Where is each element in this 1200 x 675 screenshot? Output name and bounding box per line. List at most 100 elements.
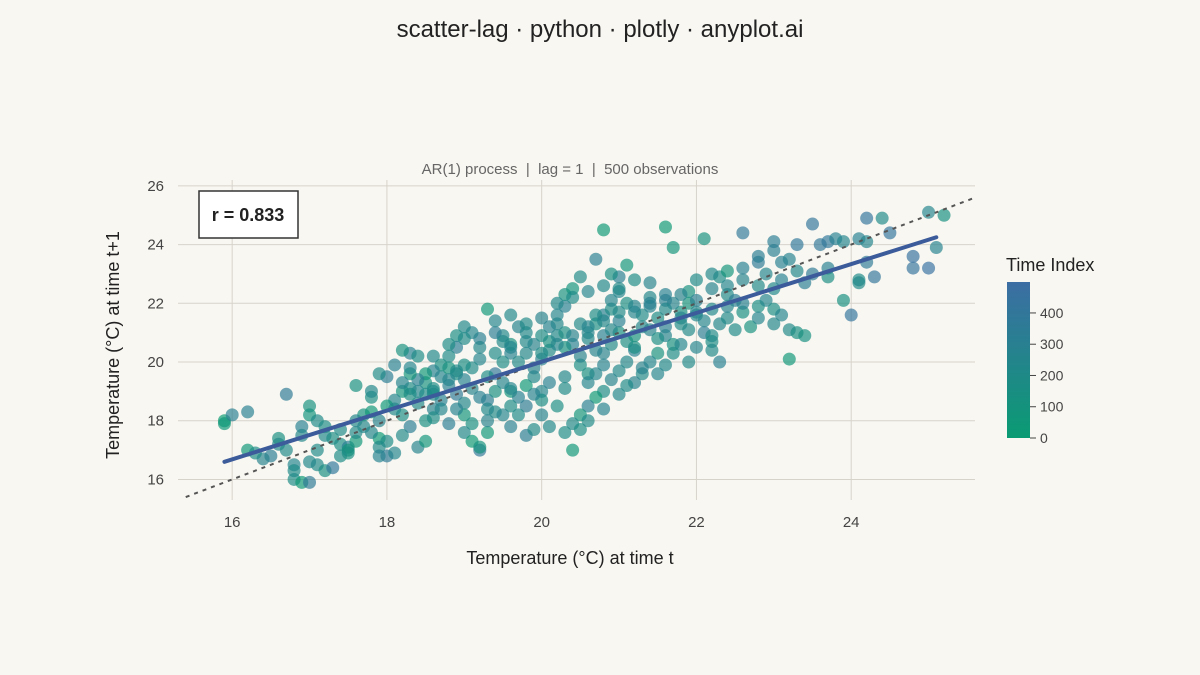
data-point: [860, 211, 874, 225]
data-point: [597, 314, 611, 328]
data-point: [303, 475, 317, 489]
scatter-points: [217, 205, 951, 489]
data-point: [566, 329, 580, 343]
data-point: [558, 381, 572, 395]
data-point: [628, 340, 642, 354]
data-point: [403, 361, 417, 375]
data-point: [395, 376, 409, 390]
data-point: [442, 417, 456, 431]
y-tick-label: 22: [147, 295, 164, 312]
data-point: [573, 349, 587, 363]
data-point: [651, 346, 665, 360]
colorbar-tick-label: 100: [1040, 399, 1064, 415]
y-tick-label: 18: [147, 413, 164, 430]
data-point: [751, 249, 765, 263]
data-point: [728, 323, 742, 337]
data-point: [473, 340, 487, 354]
data-point: [736, 226, 750, 240]
data-point: [457, 425, 471, 439]
data-point: [395, 428, 409, 442]
data-point: [597, 358, 611, 372]
data-point: [775, 308, 789, 322]
data-point: [364, 384, 378, 398]
data-point: [550, 296, 564, 310]
data-point: [767, 317, 781, 331]
data-point: [937, 208, 951, 222]
data-point: [759, 267, 773, 281]
data-point: [620, 379, 634, 393]
data-point: [689, 340, 703, 354]
data-point: [790, 264, 804, 278]
data-point: [589, 390, 603, 404]
data-point: [782, 252, 796, 266]
data-point: [922, 261, 936, 275]
annotation-text: r = 0.833: [212, 205, 285, 225]
data-point: [581, 332, 595, 346]
data-point: [782, 352, 796, 366]
data-point: [310, 443, 324, 457]
data-point: [581, 399, 595, 413]
data-point: [597, 346, 611, 360]
colorbar-ticks: 0 100 200 300 400: [1030, 305, 1064, 446]
data-point: [457, 332, 471, 346]
data-point: [651, 332, 665, 346]
data-point: [450, 402, 464, 416]
data-point: [225, 408, 239, 422]
data-point: [481, 425, 495, 439]
data-point: [744, 320, 758, 334]
data-point: [860, 235, 874, 249]
data-point: [542, 376, 556, 390]
data-point: [527, 387, 541, 401]
data-point: [620, 258, 634, 272]
data-point: [581, 376, 595, 390]
data-point: [713, 355, 727, 369]
data-point: [589, 252, 603, 266]
data-point: [720, 279, 734, 293]
data-point: [612, 387, 626, 401]
identity-line: [185, 196, 976, 498]
data-point: [720, 311, 734, 325]
y-axis-label: Temperature (°C) at time t+1: [103, 231, 123, 459]
data-point: [604, 323, 618, 337]
data-point: [519, 379, 533, 393]
data-point: [604, 267, 618, 281]
data-point: [550, 399, 564, 413]
data-point: [450, 364, 464, 378]
data-point: [929, 241, 943, 255]
data-point: [597, 402, 611, 416]
colorbar-tick-label: 0: [1040, 430, 1048, 446]
data-point: [844, 308, 858, 322]
data-point: [674, 337, 688, 351]
data-point: [751, 279, 765, 293]
data-point: [612, 282, 626, 296]
data-point: [411, 349, 425, 363]
colorbar-tick-label: 300: [1040, 336, 1064, 352]
data-point: [806, 217, 820, 231]
data-point: [643, 276, 657, 290]
data-point: [535, 311, 549, 325]
axis-ticks: 16 18 20 22 24 16 18 20 22 24 26: [147, 178, 859, 531]
data-point: [705, 329, 719, 343]
data-point: [457, 373, 471, 387]
data-point: [488, 314, 502, 328]
data-point: [388, 446, 402, 460]
data-point: [511, 390, 525, 404]
data-point: [689, 273, 703, 287]
data-point: [419, 434, 433, 448]
data-point: [217, 417, 231, 431]
data-point: [473, 390, 487, 404]
data-point: [504, 308, 518, 322]
data-point: [906, 261, 920, 275]
data-point: [488, 326, 502, 340]
data-point: [496, 355, 510, 369]
data-point: [658, 220, 672, 234]
data-point: [852, 276, 866, 290]
data-point: [535, 329, 549, 343]
data-point: [519, 317, 533, 331]
data-point: [434, 402, 448, 416]
data-point: [751, 311, 765, 325]
reference-lines: [185, 196, 976, 498]
data-point: [535, 408, 549, 422]
data-point: [604, 293, 618, 307]
